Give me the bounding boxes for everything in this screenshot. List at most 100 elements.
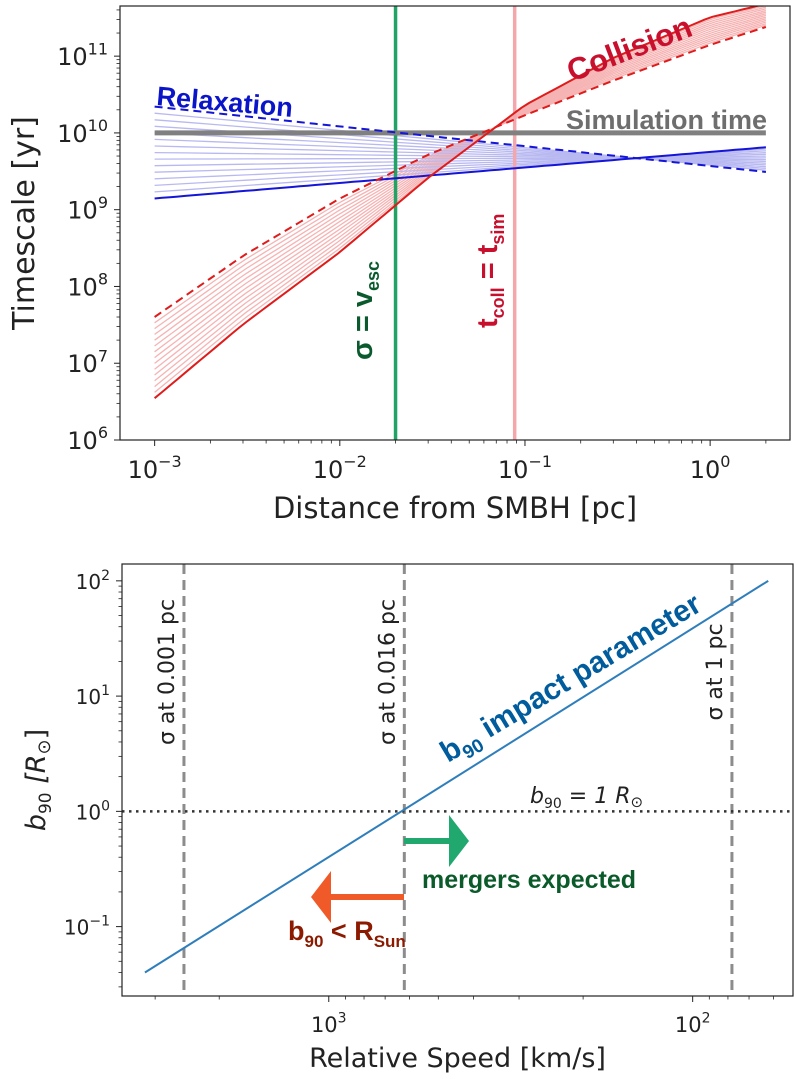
ylabel-b: b — [21, 814, 52, 831]
y-tick-label-exp: 11 — [88, 39, 108, 58]
plot-area-b — [122, 564, 793, 996]
tcoll-subscript: coll — [488, 287, 508, 318]
collision-solid-line — [153, 6, 762, 399]
y-tick-label-exp: 8 — [98, 270, 108, 289]
y-tick-label-base: 10 — [67, 350, 98, 378]
b90-unity-sub: 90 — [544, 796, 562, 812]
axes-frame-b — [121, 563, 794, 997]
y-tick-label: 102 — [76, 568, 110, 594]
y-tick-label: 109 — [67, 193, 108, 225]
b90-below-rsun-text: b90 < RSun — [288, 916, 406, 951]
y-tick-label: 108 — [67, 270, 108, 302]
y-tick-label: 101 — [76, 683, 110, 709]
y-tick-label-exp: 6 — [98, 423, 108, 442]
ylabel-close: ] — [21, 729, 52, 740]
sigma-vline-label: σ at 1 pc — [703, 623, 728, 720]
x-tick-label-base: 10 — [128, 456, 159, 484]
ylabel-sub: 90 — [36, 792, 56, 814]
y-tick-label-exp: 10 — [88, 116, 108, 135]
x-tick-label: 100 — [690, 452, 731, 484]
plot-area-a — [153, 6, 767, 440]
y-tick-label-exp: −1 — [89, 914, 110, 930]
tcoll-t: t — [472, 318, 504, 328]
y-tick-label-exp: 7 — [98, 346, 108, 365]
bsun-sub2: Sun — [374, 932, 406, 951]
x-tick-label: 10−2 — [313, 452, 367, 484]
y-tick-label-base: 10 — [76, 800, 101, 824]
bsun-rest: < R — [323, 916, 373, 946]
y-tick-label: 1011 — [57, 39, 108, 71]
y-tick-label: 100 — [76, 798, 110, 824]
tsim-subscript: sim — [488, 214, 508, 245]
y-tick-label-base: 10 — [76, 570, 101, 594]
collision-annotation: Collision — [562, 9, 697, 89]
collision-fan-line — [154, 13, 767, 364]
x-tick-label: 10−3 — [128, 452, 182, 484]
y-tick-label-base: 10 — [67, 427, 98, 455]
mergers-arrow — [404, 815, 469, 867]
x-tick-label-exp: 3 — [338, 1011, 347, 1027]
tcoll-tsim-annotation: tcoll = tsim — [472, 214, 508, 328]
b90-unity-sun: ⊙ — [631, 793, 644, 811]
impact-rest: impact parameter — [468, 587, 707, 749]
y-tick-label-exp: 2 — [101, 568, 110, 584]
x-tick-label-exp: −2 — [343, 452, 367, 471]
b90-below-rsun-arrow — [311, 871, 404, 923]
sigma-text: σ = v — [347, 291, 379, 360]
x-axis-label-a: Distance from SMBH [pc] — [273, 491, 637, 525]
x-tick-label: 102 — [675, 1011, 711, 1037]
y-tick-label-base: 10 — [64, 916, 89, 940]
b90-unity-label: b90 = 1 R⊙ — [530, 784, 643, 812]
x-tick-label-exp: −1 — [528, 452, 552, 471]
bsun-b: b — [288, 916, 305, 946]
y-tick-label-exp: 0 — [101, 798, 110, 814]
b90-line — [144, 579, 769, 974]
collision-fan-line — [154, 9, 767, 376]
collision-dashed-line — [154, 26, 767, 318]
x-tick-label-base: 10 — [675, 1013, 702, 1037]
collision-fan-line — [154, 18, 767, 347]
impact-parameter-annotation: b90 impact parameter — [435, 587, 710, 773]
x-tick-label-exp: −3 — [158, 452, 182, 471]
b90-unity-b: b — [530, 784, 544, 809]
x-tick-label-base: 10 — [498, 456, 529, 484]
axes-frame-a — [119, 5, 791, 441]
x-tick-label: 103 — [311, 1011, 347, 1037]
y-tick-label-exp: 1 — [101, 683, 110, 699]
sigma-vesc-annotation: σ = vesc — [347, 261, 383, 360]
x-tick-label-exp: 2 — [702, 1011, 711, 1027]
y-axis-label-a: Timescale [yr] — [7, 116, 42, 331]
x-tick-label-base: 10 — [690, 456, 721, 484]
relaxation-solid-line — [154, 146, 766, 200]
y-tick-label-base: 10 — [57, 120, 88, 148]
bsun-sub: 90 — [305, 932, 324, 951]
y-tick-label-base: 10 — [67, 273, 98, 301]
tcoll-equals: = t — [472, 244, 504, 287]
y-tick-label-base: 10 — [67, 197, 98, 225]
collision-fan-line — [154, 16, 767, 353]
ylabel-rest: [R — [21, 754, 52, 792]
sigma-vline-label: σ at 0.016 pc — [375, 599, 400, 745]
x-tick-label: 10−1 — [498, 452, 552, 484]
y-tick-label: 106 — [67, 423, 108, 455]
y-tick-label: 1010 — [57, 116, 108, 148]
relaxation-dashed-line — [154, 105, 767, 173]
y-tick-label-base: 10 — [57, 43, 88, 71]
mergers-expected-text: mergers expected — [422, 866, 636, 894]
sigma-subscript: esc — [363, 261, 383, 291]
collision-fan-line — [154, 19, 767, 341]
simulation-time-annotation: Simulation time — [566, 105, 767, 135]
y-tick-label-base: 10 — [76, 685, 101, 709]
x-tick-label-exp: 0 — [720, 452, 730, 471]
collision-fan-line — [154, 8, 767, 382]
y-tick-label-exp: 9 — [98, 193, 108, 212]
collision-fan-line — [154, 6, 767, 388]
timescale-panel: 10−3 10−2 10−1 10010610710810910101011Dista… — [7, 5, 791, 525]
x-tick-label-base: 10 — [311, 1013, 338, 1037]
collision-fan-line — [154, 23, 767, 330]
collision-fan-line — [154, 14, 767, 359]
b90-unity-rest: = 1 R — [562, 784, 631, 809]
relaxation-annotation: Relaxation — [155, 81, 294, 123]
